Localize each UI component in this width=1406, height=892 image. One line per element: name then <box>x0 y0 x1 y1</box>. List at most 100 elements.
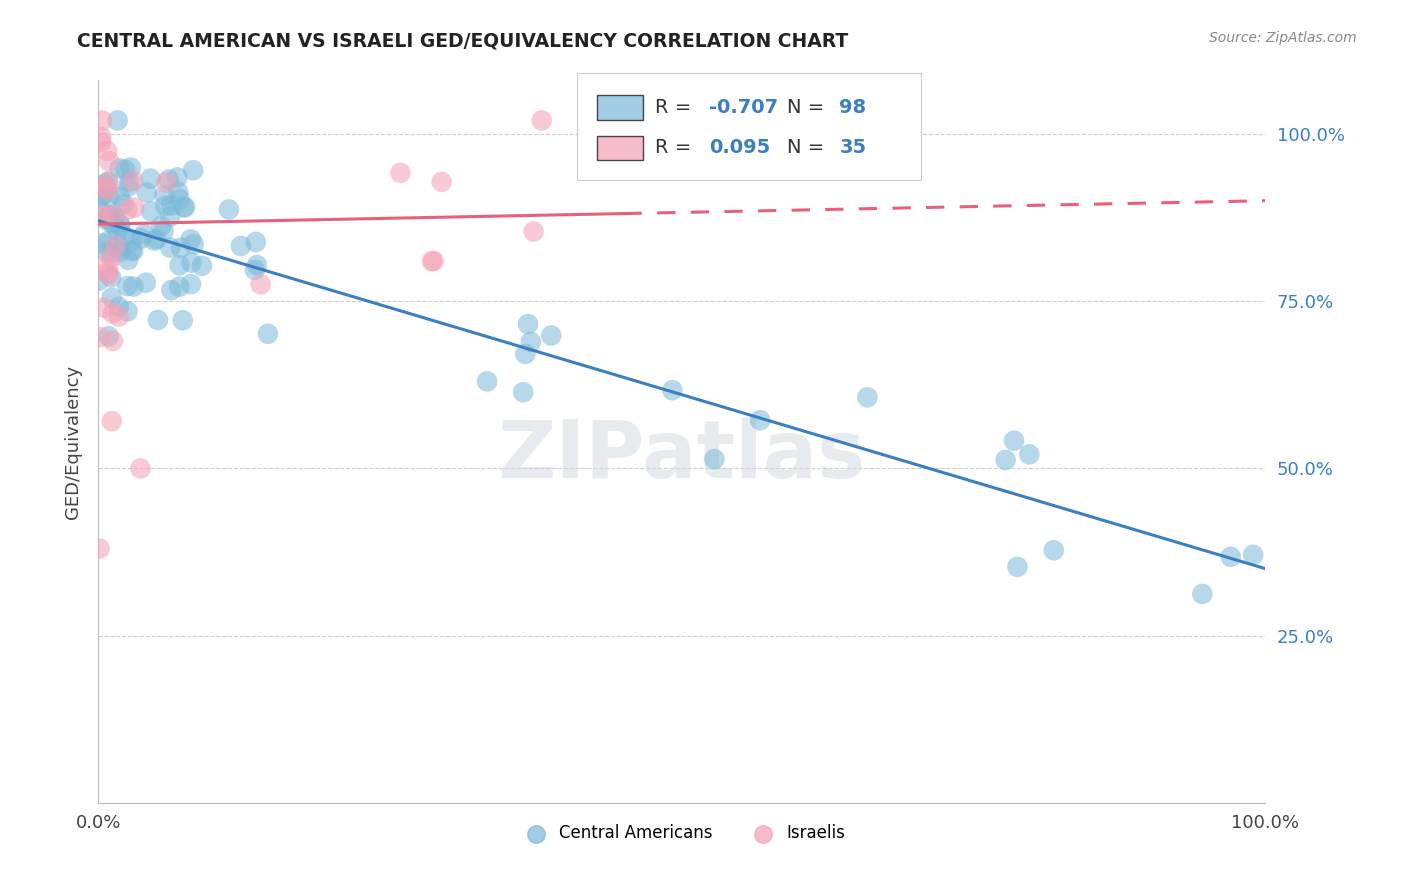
Point <box>169 258 191 272</box>
Point <box>180 232 202 246</box>
Point <box>97 175 120 189</box>
Point <box>131 231 153 245</box>
Point <box>166 170 188 185</box>
Point <box>191 259 214 273</box>
Point <box>94 209 117 223</box>
Point <box>90 236 112 251</box>
Point <box>856 390 879 404</box>
Point <box>96 245 118 260</box>
Point <box>174 200 197 214</box>
Point <box>97 234 120 248</box>
Point <box>90 210 112 224</box>
Point <box>169 279 191 293</box>
Point <box>153 188 176 202</box>
FancyBboxPatch shape <box>596 95 644 120</box>
Y-axis label: GED/Equivalency: GED/Equivalency <box>63 365 82 518</box>
Text: CENTRAL AMERICAN VS ISRAELI GED/EQUIVALENCY CORRELATION CHART: CENTRAL AMERICAN VS ISRAELI GED/EQUIVALE… <box>77 31 849 50</box>
Point <box>229 239 252 253</box>
Point <box>540 328 562 343</box>
Point <box>121 244 143 258</box>
Point <box>100 245 122 260</box>
Text: -0.707: -0.707 <box>709 97 778 117</box>
Point <box>1191 587 1213 601</box>
Point <box>389 166 412 180</box>
Point <box>101 209 124 223</box>
Point <box>1241 548 1264 562</box>
Text: N =: N = <box>787 138 831 157</box>
Point <box>218 202 240 217</box>
Point <box>97 329 120 343</box>
Point <box>167 185 190 199</box>
Point <box>246 258 269 272</box>
Point <box>249 277 271 292</box>
Point <box>101 414 124 428</box>
Point <box>93 301 115 315</box>
Legend: Central Americans, Israelis: Central Americans, Israelis <box>512 817 852 848</box>
Point <box>100 216 122 230</box>
Point <box>160 198 183 212</box>
Point <box>152 224 174 238</box>
Point <box>122 244 145 258</box>
Point <box>100 291 122 305</box>
Text: 98: 98 <box>839 97 866 117</box>
Point <box>1002 434 1025 448</box>
FancyBboxPatch shape <box>596 136 644 161</box>
Point <box>89 330 111 344</box>
Point <box>101 306 124 320</box>
Point <box>181 163 204 178</box>
Point <box>104 210 127 224</box>
Point <box>100 251 122 265</box>
Point <box>97 183 120 197</box>
Point <box>124 201 146 215</box>
Point <box>180 277 202 292</box>
Point <box>98 154 121 169</box>
Point <box>90 190 112 204</box>
Point <box>108 244 131 259</box>
Point <box>257 326 280 341</box>
Point <box>122 174 145 188</box>
Point <box>153 199 176 213</box>
Point <box>90 130 112 145</box>
Point <box>139 171 162 186</box>
Point <box>132 227 155 242</box>
Point <box>90 136 112 150</box>
Point <box>145 232 167 246</box>
Point <box>749 413 772 427</box>
Point <box>523 225 546 239</box>
Point <box>150 219 173 233</box>
Point <box>97 268 120 282</box>
Point <box>96 144 118 158</box>
Point <box>117 304 139 318</box>
Point <box>160 283 183 297</box>
Point <box>94 180 117 194</box>
Point <box>97 175 120 189</box>
Point <box>143 234 166 248</box>
Point <box>135 276 157 290</box>
Point <box>115 202 138 217</box>
Point <box>169 192 191 206</box>
Point <box>1042 543 1064 558</box>
Point <box>475 375 498 389</box>
Point <box>173 200 195 214</box>
Text: Source: ZipAtlas.com: Source: ZipAtlas.com <box>1209 31 1357 45</box>
Point <box>108 219 131 233</box>
Point <box>135 186 157 200</box>
Point <box>112 197 135 211</box>
Point <box>108 161 131 176</box>
Point <box>157 172 180 186</box>
Point <box>120 161 142 175</box>
Point <box>107 310 129 324</box>
Point <box>994 453 1017 467</box>
Point <box>159 241 181 255</box>
Text: 0.095: 0.095 <box>709 138 770 157</box>
Point <box>94 178 117 192</box>
Point <box>703 452 725 467</box>
Text: R =: R = <box>655 97 697 117</box>
Point <box>170 241 193 255</box>
Point <box>104 239 127 253</box>
Point <box>1007 560 1029 574</box>
Point <box>89 204 111 219</box>
Point <box>520 334 543 349</box>
Point <box>159 210 181 224</box>
Point <box>98 190 121 204</box>
